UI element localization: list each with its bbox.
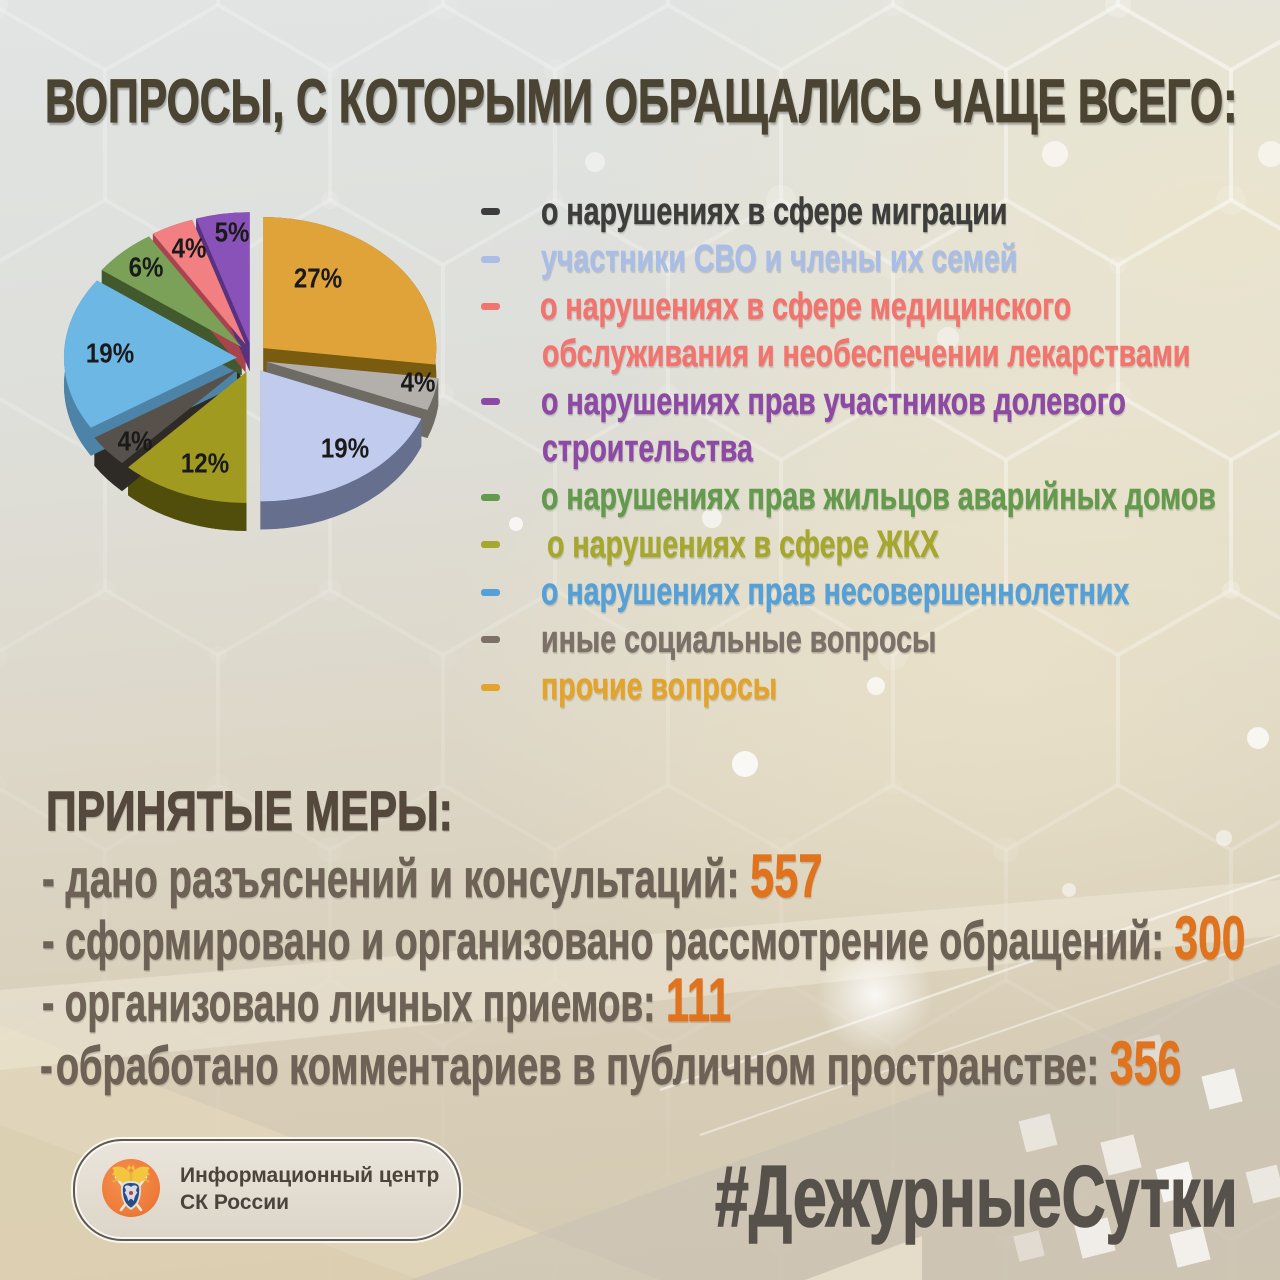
svg-text:19%: 19% <box>86 337 134 369</box>
svg-text:4%: 4% <box>118 425 153 457</box>
svg-text:12%: 12% <box>181 447 229 479</box>
svg-text:19%: 19% <box>321 432 369 464</box>
svg-text:6%: 6% <box>129 251 164 283</box>
svg-text:4%: 4% <box>172 232 207 264</box>
svg-text:4%: 4% <box>401 366 436 398</box>
svg-text:27%: 27% <box>294 262 342 294</box>
svg-text:5%: 5% <box>215 216 250 248</box>
